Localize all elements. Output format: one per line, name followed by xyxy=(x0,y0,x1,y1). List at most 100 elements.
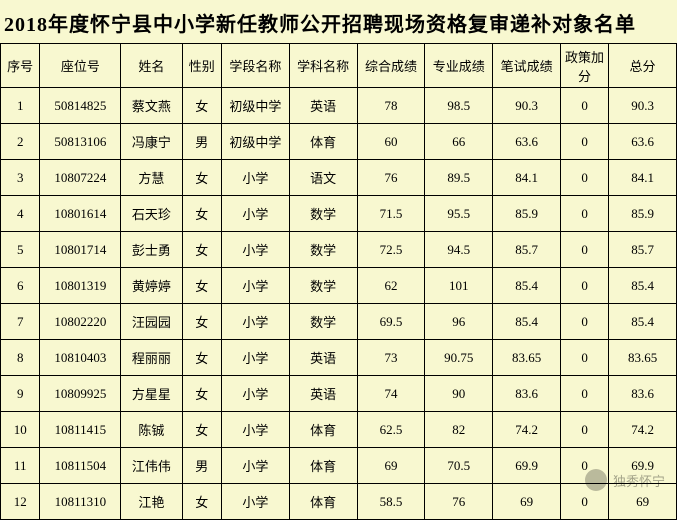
table-cell: 男 xyxy=(182,124,221,160)
table-row: 1210811310江艳女小学体育58.57669069 xyxy=(1,484,677,520)
table-cell: 10810403 xyxy=(40,340,121,376)
table-cell: 女 xyxy=(182,484,221,520)
col-header: 姓名 xyxy=(121,44,182,88)
table-cell: 69.9 xyxy=(493,448,561,484)
col-header: 序号 xyxy=(1,44,40,88)
table-cell: 10809925 xyxy=(40,376,121,412)
table-cell: 0 xyxy=(561,304,609,340)
table-cell: 69 xyxy=(493,484,561,520)
table-cell: 英语 xyxy=(289,340,357,376)
table-cell: 98.5 xyxy=(425,88,493,124)
table-cell: 8 xyxy=(1,340,40,376)
table-cell: 83.6 xyxy=(493,376,561,412)
table-row: 910809925方星星女小学英语749083.6083.6 xyxy=(1,376,677,412)
table-cell: 90 xyxy=(425,376,493,412)
table-cell: 小学 xyxy=(221,448,289,484)
table-cell: 体育 xyxy=(289,124,357,160)
table-cell: 小学 xyxy=(221,304,289,340)
table-cell: 0 xyxy=(561,268,609,304)
table-cell: 0 xyxy=(561,160,609,196)
table-cell: 2 xyxy=(1,124,40,160)
table-cell: 62.5 xyxy=(357,412,425,448)
col-header: 综合成绩 xyxy=(357,44,425,88)
table-cell: 78 xyxy=(357,88,425,124)
table-cell: 女 xyxy=(182,232,221,268)
table-cell: 85.9 xyxy=(493,196,561,232)
table-row: 250813106冯康宁男初级中学体育606663.6063.6 xyxy=(1,124,677,160)
table-cell: 50814825 xyxy=(40,88,121,124)
table-cell: 70.5 xyxy=(425,448,493,484)
table-cell: 84.1 xyxy=(493,160,561,196)
table-cell: 90.3 xyxy=(493,88,561,124)
table-row: 510801714彭士勇女小学数学72.594.585.7085.7 xyxy=(1,232,677,268)
table-cell: 数学 xyxy=(289,268,357,304)
table-cell: 小学 xyxy=(221,160,289,196)
table-row: 710802220汪园园女小学数学69.59685.4085.4 xyxy=(1,304,677,340)
table-cell: 小学 xyxy=(221,232,289,268)
table-cell: 74.2 xyxy=(609,412,677,448)
table-cell: 101 xyxy=(425,268,493,304)
table-cell: 蔡文燕 xyxy=(121,88,182,124)
table-cell: 83.6 xyxy=(609,376,677,412)
table-cell: 0 xyxy=(561,376,609,412)
table-cell: 6 xyxy=(1,268,40,304)
table-cell: 85.9 xyxy=(609,196,677,232)
table-cell: 0 xyxy=(561,412,609,448)
table-cell: 10801319 xyxy=(40,268,121,304)
table-cell: 小学 xyxy=(221,340,289,376)
table-cell: 程丽丽 xyxy=(121,340,182,376)
table-row: 1010811415陈铖女小学体育62.58274.2074.2 xyxy=(1,412,677,448)
table-cell: 女 xyxy=(182,88,221,124)
table-cell: 89.5 xyxy=(425,160,493,196)
watermark-text: 独秀怀宁 xyxy=(613,471,665,490)
table-cell: 体育 xyxy=(289,412,357,448)
table-cell: 95.5 xyxy=(425,196,493,232)
table-cell: 0 xyxy=(561,124,609,160)
table-cell: 84.1 xyxy=(609,160,677,196)
table-cell: 72.5 xyxy=(357,232,425,268)
col-header: 总分 xyxy=(609,44,677,88)
table-cell: 0 xyxy=(561,88,609,124)
table-cell: 3 xyxy=(1,160,40,196)
table-cell: 83.65 xyxy=(609,340,677,376)
table-header-row: 序号座位号姓名性别学段名称学科名称综合成绩专业成绩笔试成绩政策加分总分 xyxy=(1,44,677,88)
table-cell: 10807224 xyxy=(40,160,121,196)
table-cell: 10811415 xyxy=(40,412,121,448)
table-cell: 数学 xyxy=(289,232,357,268)
table-cell: 69.5 xyxy=(357,304,425,340)
table-cell: 63.6 xyxy=(609,124,677,160)
table-cell: 4 xyxy=(1,196,40,232)
table-cell: 冯康宁 xyxy=(121,124,182,160)
table-cell: 12 xyxy=(1,484,40,520)
table-cell: 方慧 xyxy=(121,160,182,196)
table-cell: 初级中学 xyxy=(221,88,289,124)
table-cell: 小学 xyxy=(221,484,289,520)
table-cell: 85.4 xyxy=(609,268,677,304)
table-row: 410801614石天珍女小学数学71.595.585.9085.9 xyxy=(1,196,677,232)
table-cell: 63.6 xyxy=(493,124,561,160)
table-cell: 7 xyxy=(1,304,40,340)
table-cell: 85.7 xyxy=(493,232,561,268)
table-cell: 黄婷婷 xyxy=(121,268,182,304)
table-cell: 男 xyxy=(182,448,221,484)
table-cell: 0 xyxy=(561,196,609,232)
table-row: 310807224方慧女小学语文7689.584.1084.1 xyxy=(1,160,677,196)
table-cell: 58.5 xyxy=(357,484,425,520)
table-cell: 82 xyxy=(425,412,493,448)
col-header: 座位号 xyxy=(40,44,121,88)
table-cell: 初级中学 xyxy=(221,124,289,160)
page-title: 2018年度怀宁县中小学新任教师公开招聘现场资格复审递补对象名单 xyxy=(0,0,677,43)
table-cell: 85.4 xyxy=(493,268,561,304)
table-row: 150814825蔡文燕女初级中学英语7898.590.3090.3 xyxy=(1,88,677,124)
table-cell: 小学 xyxy=(221,412,289,448)
table-cell: 英语 xyxy=(289,88,357,124)
table-cell: 85.4 xyxy=(609,304,677,340)
table-row: 610801319黄婷婷女小学数学6210185.4085.4 xyxy=(1,268,677,304)
table-cell: 76 xyxy=(425,484,493,520)
table-cell: 83.65 xyxy=(493,340,561,376)
table-cell: 体育 xyxy=(289,484,357,520)
table-cell: 小学 xyxy=(221,376,289,412)
table-cell: 女 xyxy=(182,412,221,448)
col-header: 学科名称 xyxy=(289,44,357,88)
table-cell: 90.3 xyxy=(609,88,677,124)
